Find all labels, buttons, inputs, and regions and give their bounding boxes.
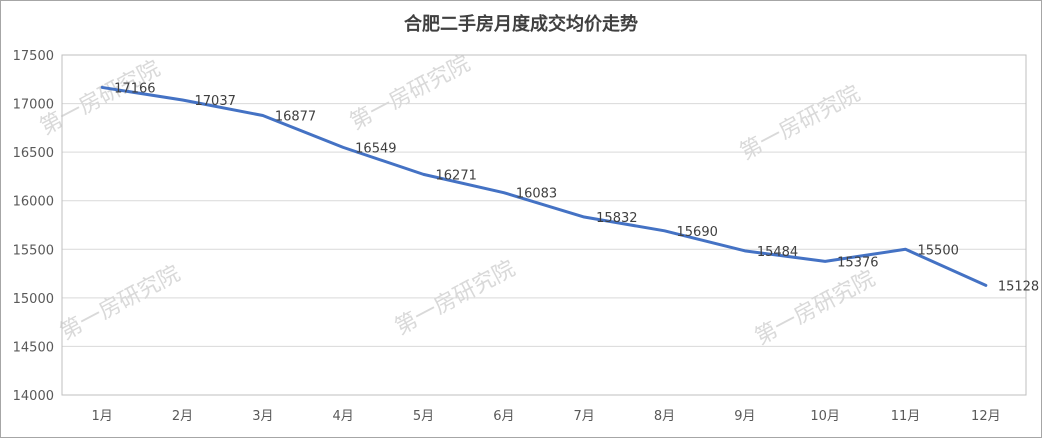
x-tick-label: 6月 (493, 409, 514, 424)
data-label: 17166 (114, 81, 155, 96)
x-tick-label: 4月 (333, 409, 354, 424)
x-tick-label: 9月 (734, 409, 755, 424)
x-tick-label: 12月 (971, 409, 1001, 424)
x-tick-label: 11月 (891, 409, 921, 424)
data-label: 16083 (516, 187, 557, 202)
watermark-text: 第一房研究院 (36, 56, 164, 140)
y-tick-label: 14000 (13, 389, 54, 404)
x-axis: 1月 2月 3月 4月 5月 6月 7月 8月 9月 10月 11月 12月 (92, 409, 1001, 424)
data-label: 15376 (837, 255, 878, 270)
y-tick-label: 17000 (13, 98, 54, 113)
series-line (100, 85, 988, 287)
y-tick-label: 15000 (13, 292, 54, 307)
data-label: 15500 (918, 243, 959, 258)
watermark-text: 第一房研究院 (56, 261, 184, 345)
watermark-text: 第一房研究院 (736, 81, 864, 165)
watermark-text: 第一房研究院 (346, 51, 474, 135)
x-tick-label: 3月 (252, 409, 273, 424)
data-label: 16549 (355, 141, 396, 156)
watermark-text: 第一房研究院 (751, 266, 879, 350)
price-line (100, 85, 988, 287)
y-tick-label: 16000 (13, 195, 54, 210)
data-label: 16877 (275, 110, 316, 125)
y-tick-label: 16500 (13, 146, 54, 161)
data-label: 17037 (195, 94, 236, 109)
data-label: 15484 (757, 245, 798, 260)
chart-title: 合肥二手房月度成交均价走势 (404, 14, 638, 35)
x-tick-label: 1月 (92, 409, 113, 424)
y-tick-label: 14500 (13, 340, 54, 355)
data-label: 15690 (677, 225, 718, 240)
y-tick-label: 15500 (13, 243, 54, 258)
x-tick-label: 10月 (810, 409, 840, 424)
data-label: 15832 (596, 211, 637, 226)
x-tick-label: 8月 (654, 409, 675, 424)
x-tick-label: 5月 (413, 409, 434, 424)
data-label: 15128 (998, 279, 1039, 294)
gridlines (61, 54, 1027, 396)
x-tick-label: 2月 (172, 409, 193, 424)
x-tick-label: 7月 (574, 409, 595, 424)
plot-area (61, 54, 1027, 396)
data-labels: 17166 17037 16877 16549 16271 16083 15832 15690… (114, 81, 1039, 294)
y-tick-label: 17500 (13, 49, 54, 64)
y-axis: 14000 14500 15000 15500 16000 16500 17000 17500 (13, 49, 54, 404)
data-label: 16271 (436, 168, 477, 183)
